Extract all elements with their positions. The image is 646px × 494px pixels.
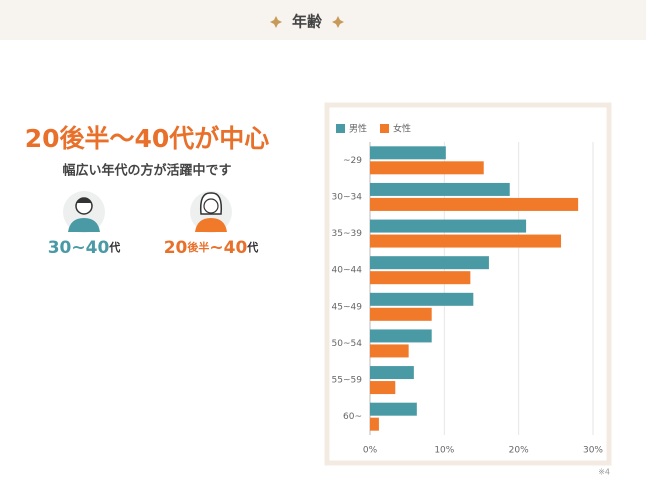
y-tick-label: ~29 bbox=[343, 156, 362, 166]
bar bbox=[370, 292, 474, 306]
bar bbox=[370, 182, 510, 196]
y-tick-label: 45~49 bbox=[332, 302, 363, 312]
footnote: ※4 bbox=[598, 468, 610, 477]
legend-label: 女性 bbox=[393, 123, 411, 135]
label-part: 30~40 bbox=[48, 238, 110, 258]
bar bbox=[370, 146, 446, 160]
persona-label: 30~40代 bbox=[48, 238, 121, 258]
bar bbox=[370, 307, 432, 321]
star bbox=[270, 16, 282, 28]
persona-icon bbox=[63, 191, 105, 233]
bar bbox=[370, 366, 414, 380]
persona-icon bbox=[190, 191, 232, 233]
bar bbox=[370, 381, 396, 395]
header-title: 年齢 bbox=[292, 13, 323, 31]
bar bbox=[370, 234, 562, 248]
x-tick-label: 30% bbox=[583, 446, 603, 456]
header-bar bbox=[0, 0, 646, 40]
x-tick-label: 20% bbox=[509, 446, 529, 456]
x-tick-label: 0% bbox=[363, 446, 378, 456]
y-tick-label: 55~59 bbox=[332, 376, 363, 386]
bar bbox=[370, 256, 489, 270]
label-part: 20 bbox=[164, 238, 188, 258]
y-tick-label: 30~34 bbox=[332, 192, 363, 202]
headline: 20後半〜40代が中心 bbox=[25, 124, 270, 153]
x-tick-label: 10% bbox=[434, 446, 454, 456]
label-part: 後半 bbox=[187, 240, 209, 254]
legend-swatch bbox=[380, 124, 389, 133]
label-part: 代 bbox=[246, 240, 258, 254]
bar bbox=[370, 219, 527, 233]
persona-label: 20後半~40代 bbox=[164, 238, 259, 258]
bar bbox=[370, 197, 579, 211]
y-tick-label: 50~54 bbox=[332, 339, 363, 349]
star bbox=[332, 16, 344, 28]
legend-label: 男性 bbox=[349, 123, 367, 135]
bar bbox=[370, 271, 471, 285]
legend-swatch bbox=[336, 124, 345, 133]
y-tick-label: 35~39 bbox=[332, 229, 363, 239]
bar bbox=[370, 417, 379, 431]
bar bbox=[370, 329, 432, 343]
subtitle: 幅広い年代の方が活躍中です bbox=[62, 163, 231, 179]
y-tick-label: 60~ bbox=[343, 412, 362, 422]
y-tick-label: 40~44 bbox=[332, 266, 363, 276]
label-part: ~40 bbox=[209, 238, 247, 258]
bar bbox=[370, 402, 417, 416]
bar bbox=[370, 344, 409, 358]
bar bbox=[370, 161, 484, 175]
label-part: 代 bbox=[108, 240, 120, 254]
